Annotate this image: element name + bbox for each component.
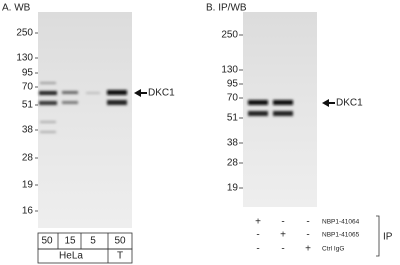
ip-row-label: Ctrl IgG	[322, 246, 344, 253]
mw-marker: 250	[221, 30, 238, 41]
mw-marker: 16	[22, 206, 34, 217]
lane-load: 15	[64, 236, 76, 247]
ip-symbol: -	[256, 230, 259, 241]
target-label: DKC1	[336, 98, 363, 109]
mw-marker: 95	[22, 68, 34, 79]
ip-bracket	[376, 215, 380, 257]
ip-symbol: -	[306, 217, 309, 228]
mw-marker: 95	[227, 79, 239, 90]
ip-row-label: NBP1-41064	[322, 219, 360, 226]
panel-title: A. WB	[2, 3, 31, 14]
lane-load: 5	[90, 236, 96, 247]
ip-symbol: -	[306, 230, 309, 241]
panel-title: B. IP/WB	[206, 3, 247, 14]
ip-symbol: -	[256, 244, 259, 255]
ip-symbol: -	[281, 217, 284, 228]
mw-marker: 19	[22, 180, 34, 191]
mw-marker: 38	[22, 125, 34, 136]
bands-b	[248, 100, 293, 116]
ip-symbol: +	[255, 217, 261, 228]
mw-marker: 19	[227, 183, 239, 194]
lane-load: 50	[41, 236, 53, 247]
mw-marker: 51	[22, 100, 34, 111]
lane-group: HeLa	[59, 251, 83, 262]
mw-marker: 250	[16, 28, 33, 39]
target-arrow	[322, 99, 335, 107]
group-table	[37, 248, 133, 264]
ip-symbol: +	[280, 230, 286, 241]
mw-marker: 130	[16, 53, 33, 64]
mw-marker: 51	[227, 113, 239, 124]
ip-row-label: NBP1-41065	[322, 232, 360, 239]
ip-symbol: -	[281, 244, 284, 255]
ip-label: IP	[383, 232, 393, 243]
mw-marker: 70	[22, 82, 34, 93]
lane-group: T	[117, 251, 123, 262]
bands-a	[39, 82, 127, 133]
target-label: DKC1	[148, 88, 175, 99]
mw-marker: 28	[22, 153, 34, 164]
lane-load: 50	[114, 236, 126, 247]
target-arrow	[134, 89, 147, 97]
gel-b	[243, 12, 317, 207]
ip-symbol: +	[305, 244, 311, 255]
mw-marker: 38	[227, 138, 239, 149]
mw-marker: 70	[227, 93, 239, 104]
mw-marker: 28	[227, 158, 239, 169]
gel-a	[38, 12, 132, 228]
mw-marker: 130	[221, 65, 238, 76]
